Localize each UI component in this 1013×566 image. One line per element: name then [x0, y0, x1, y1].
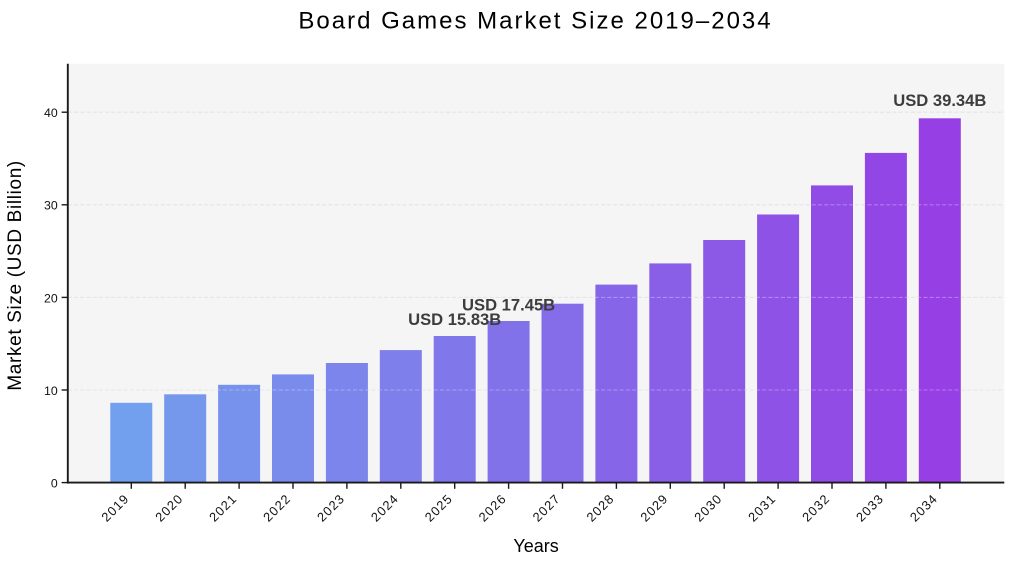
svg-text:Years: Years: [513, 536, 558, 556]
svg-text:20: 20: [44, 291, 58, 305]
svg-text:Board Games Market Size 2019–2: Board Games Market Size 2019–2034: [298, 8, 772, 35]
svg-text:USD 39.34B: USD 39.34B: [893, 91, 986, 110]
svg-text:10: 10: [44, 384, 58, 398]
svg-text:40: 40: [44, 106, 58, 120]
svg-text:0: 0: [51, 477, 58, 491]
svg-text:USD 15.83B: USD 15.83B: [408, 310, 501, 329]
svg-text:30: 30: [44, 199, 58, 213]
svg-text:USD 17.45B: USD 17.45B: [462, 295, 555, 314]
svg-text:Market Size (USD Billion): Market Size (USD Billion): [5, 160, 26, 391]
